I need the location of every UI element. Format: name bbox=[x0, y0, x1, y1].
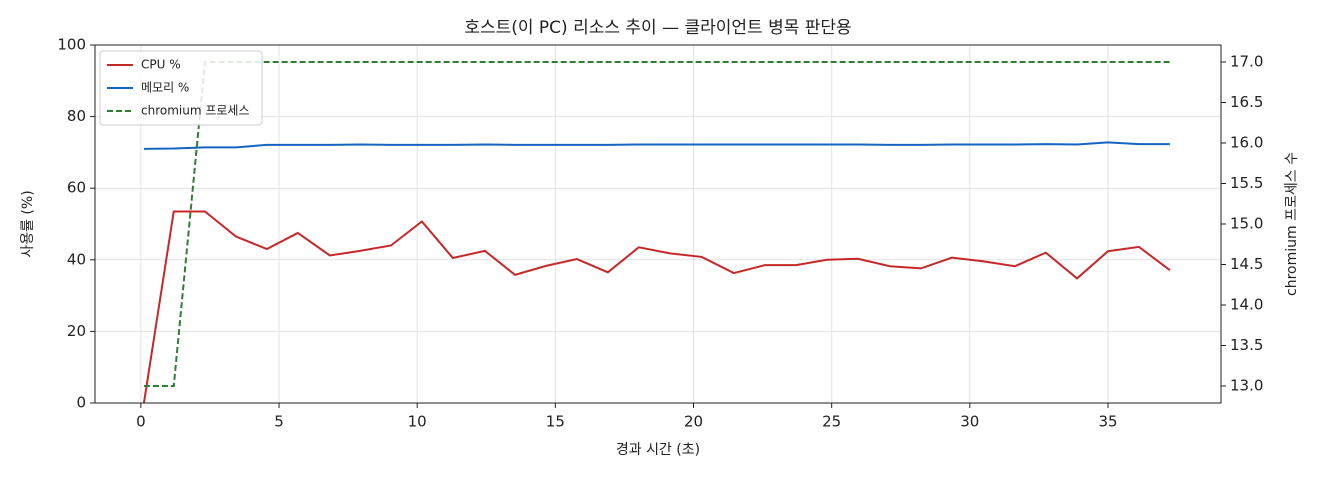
y2-axis-label: chromium 프로세스 수 bbox=[1284, 152, 1300, 296]
y2-tick-label: 15.5 bbox=[1230, 174, 1263, 192]
y-tick-label: 0 bbox=[76, 394, 86, 412]
legend-box bbox=[99, 50, 263, 126]
y2-tick-label: 13.5 bbox=[1230, 336, 1263, 354]
x-tick-label: 15 bbox=[546, 413, 565, 431]
y-tick-label: 20 bbox=[67, 322, 86, 340]
y-axis-label: 사용률 (%) bbox=[20, 190, 36, 257]
y2-tick-label: 16.0 bbox=[1230, 134, 1263, 152]
y2-tick-label: 17.0 bbox=[1230, 53, 1263, 71]
legend-label: 메모리 % bbox=[141, 81, 189, 95]
y2-tick-label: 16.5 bbox=[1230, 93, 1263, 111]
series-line bbox=[142, 210, 1171, 404]
x-tick-label: 20 bbox=[684, 413, 703, 431]
x-tick-label: 0 bbox=[136, 413, 146, 431]
y-tick-label: 40 bbox=[67, 250, 86, 268]
y-tick-label: 80 bbox=[67, 107, 86, 125]
y-tick-label: 100 bbox=[57, 36, 86, 54]
x-tick-label: 10 bbox=[408, 413, 427, 431]
x-tick-label: 30 bbox=[960, 413, 979, 431]
plot bbox=[142, 61, 1171, 404]
y2-tick-label: 15.0 bbox=[1230, 215, 1263, 233]
y2-tick-label: 14.0 bbox=[1230, 295, 1263, 313]
x-tick-label: 35 bbox=[1098, 413, 1117, 431]
series-line bbox=[143, 141, 1170, 150]
x-tick-label: 5 bbox=[274, 413, 284, 431]
y2-tick-label: 13.0 bbox=[1230, 376, 1263, 394]
legend: CPU % 메모리 % chromium 프로세스 bbox=[99, 50, 263, 126]
legend-label: chromium 프로세스 bbox=[141, 104, 250, 118]
y-tick-label: 60 bbox=[67, 179, 86, 197]
chart-title: 호스트(이 PC) 리소스 추이 — 클라이언트 병목 판단용 bbox=[464, 18, 851, 38]
axes: 0 5 10 15 20 25 30 35 0 20 40 60 80 100 13.0 13.5 14.0 14… bbox=[57, 36, 1263, 431]
x-axis-label: 경과 시간 (초) bbox=[616, 442, 700, 458]
series-line bbox=[143, 61, 1170, 387]
y2-tick-label: 14.5 bbox=[1230, 255, 1263, 273]
x-tick-label: 25 bbox=[822, 413, 841, 431]
legend-label: CPU % bbox=[141, 58, 181, 72]
